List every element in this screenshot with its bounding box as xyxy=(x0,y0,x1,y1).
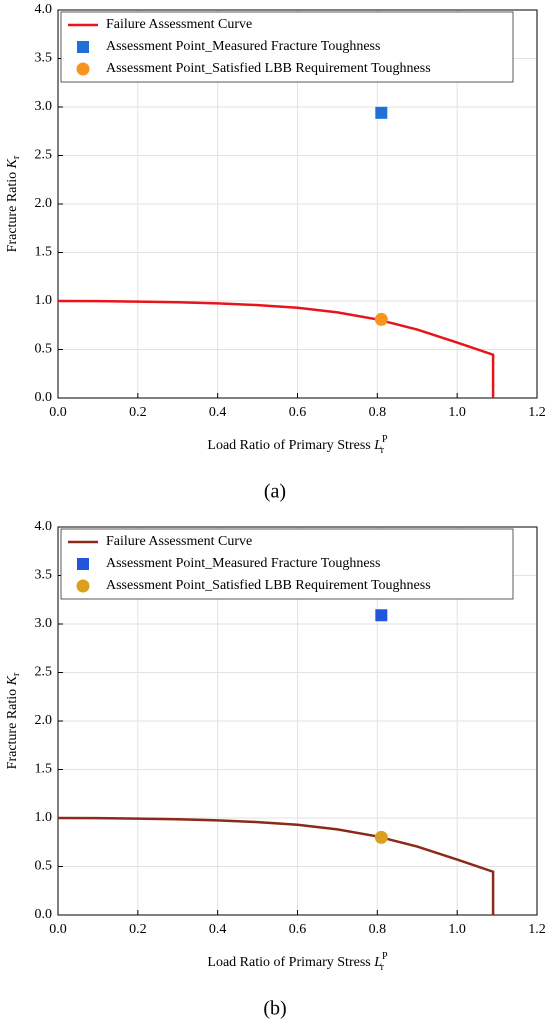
x-tick-label: 1.2 xyxy=(528,405,546,420)
point xyxy=(375,609,388,622)
x-tick-label: 0.4 xyxy=(209,405,227,420)
x-tick-label: 0.4 xyxy=(209,922,227,937)
x-tick-label: 1.2 xyxy=(528,922,546,937)
legend-label: Assessment Point_Satisfied LBB Requireme… xyxy=(106,61,431,76)
x-tick-label: 0.6 xyxy=(289,922,307,937)
x-label-symbol: L xyxy=(373,438,382,453)
legend-swatch xyxy=(76,62,90,76)
y-label-sub: r xyxy=(11,672,22,676)
y-tick-label: 3.5 xyxy=(35,51,53,66)
y-tick-label: 0.0 xyxy=(35,907,53,922)
caption: (b) xyxy=(263,998,286,1019)
x-label-text: Load Ratio of Primary Stress xyxy=(207,438,370,453)
y-label-text: Fracture Ratio xyxy=(5,172,20,252)
legend-label: Failure Assessment Curve xyxy=(106,534,252,549)
x-tick-label: 0.8 xyxy=(369,922,387,937)
plot-frame xyxy=(57,9,538,399)
x-tick-label: 0.2 xyxy=(129,405,147,420)
y-tick-label: 2.0 xyxy=(35,196,53,211)
legend-swatch xyxy=(77,558,89,570)
y-tick-label: 3.0 xyxy=(35,99,53,114)
x-tick-label: 0.0 xyxy=(49,405,67,420)
y-label-sub: r xyxy=(11,155,22,159)
x-tick-label: 0.2 xyxy=(129,922,147,937)
y-tick-label: 1.5 xyxy=(35,245,53,260)
legend-swatch xyxy=(76,579,90,593)
x-tick-label: 1.0 xyxy=(448,922,466,937)
point xyxy=(375,106,388,119)
y-axis-label: Fracture Ratio Kr xyxy=(5,155,22,252)
y-tick-label: 4.0 xyxy=(35,2,53,17)
legend-label: Failure Assessment Curve xyxy=(106,17,252,32)
legend-label: Assessment Point_Measured Fracture Tough… xyxy=(106,556,380,571)
point xyxy=(374,830,388,844)
x-axis-label: Load Ratio of Primary Stress LP r xyxy=(207,951,388,973)
legend-label: Assessment Point_Satisfied LBB Requireme… xyxy=(106,578,431,593)
y-tick-label: 1.0 xyxy=(35,810,53,825)
legend-box xyxy=(60,528,514,600)
y-tick-label: 0.5 xyxy=(35,342,53,357)
curve xyxy=(57,299,495,398)
y-axis-label: Fracture Ratio Kr xyxy=(5,672,22,769)
x-label-sub: r xyxy=(381,445,385,456)
legend-box xyxy=(60,11,514,83)
y-label-symbol: K xyxy=(5,675,20,686)
x-label-symbol: L xyxy=(373,955,382,970)
point xyxy=(374,312,388,326)
y-label-symbol: K xyxy=(5,158,20,169)
y-tick-label: 2.0 xyxy=(35,713,53,728)
caption: (a) xyxy=(264,481,286,503)
x-axis-label: Load Ratio of Primary Stress LP r xyxy=(207,434,388,456)
y-tick-label: 4.0 xyxy=(35,519,53,534)
y-label-text: Fracture Ratio xyxy=(5,689,20,769)
y-tick-label: 3.0 xyxy=(35,616,53,631)
x-label-sub: r xyxy=(381,962,385,973)
x-tick-label: 0.0 xyxy=(49,922,67,937)
x-label-sup: P xyxy=(382,951,388,962)
x-label-text: Load Ratio of Primary Stress xyxy=(207,955,370,970)
y-tick-label: 1.0 xyxy=(35,293,53,308)
y-tick-label: 0.0 xyxy=(35,390,53,405)
x-label-sup: P xyxy=(382,434,388,445)
x-tick-label: 0.6 xyxy=(289,405,307,420)
legend-swatch xyxy=(77,41,89,53)
y-tick-label: 1.5 xyxy=(35,762,53,777)
x-tick-label: 1.0 xyxy=(448,405,466,420)
y-tick-label: 3.5 xyxy=(35,568,53,583)
curve xyxy=(57,816,495,915)
legend-label: Assessment Point_Measured Fracture Tough… xyxy=(106,39,380,54)
y-tick-label: 0.5 xyxy=(35,859,53,874)
y-tick-label: 2.5 xyxy=(35,665,53,680)
x-tick-label: 0.8 xyxy=(369,405,387,420)
y-tick-label: 2.5 xyxy=(35,148,53,163)
plot-frame xyxy=(57,526,538,916)
